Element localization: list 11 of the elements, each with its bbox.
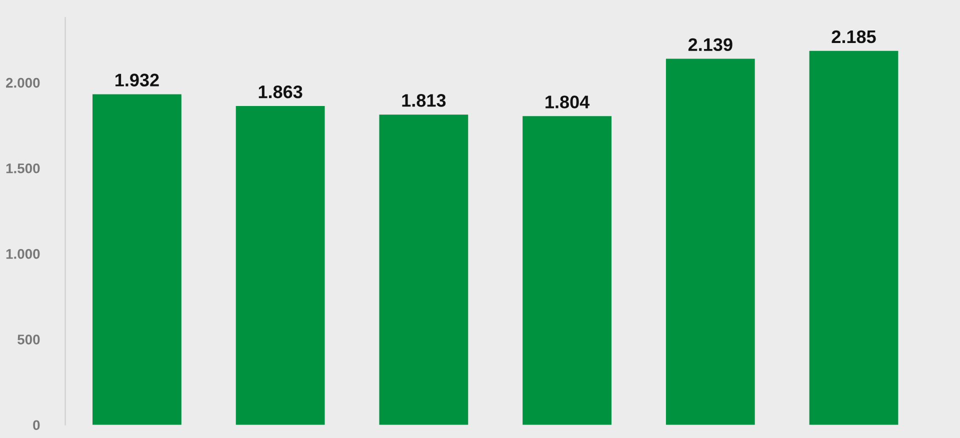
data-label: 1.813: [402, 94, 446, 107]
data-label: 1.863: [258, 85, 302, 98]
y-tick-label: 2.000: [6, 78, 40, 88]
y-tick-label: 1.500: [6, 163, 40, 174]
data-label: 2.139: [688, 38, 732, 52]
y-tick-label: 1.000: [6, 249, 40, 259]
data-label: 1.932: [116, 74, 159, 86]
data-label: 2.185: [832, 30, 876, 44]
data-label: 1.804: [546, 96, 590, 108]
y-tick-label: 500: [18, 334, 40, 344]
y-tick-label: 0: [33, 420, 40, 430]
